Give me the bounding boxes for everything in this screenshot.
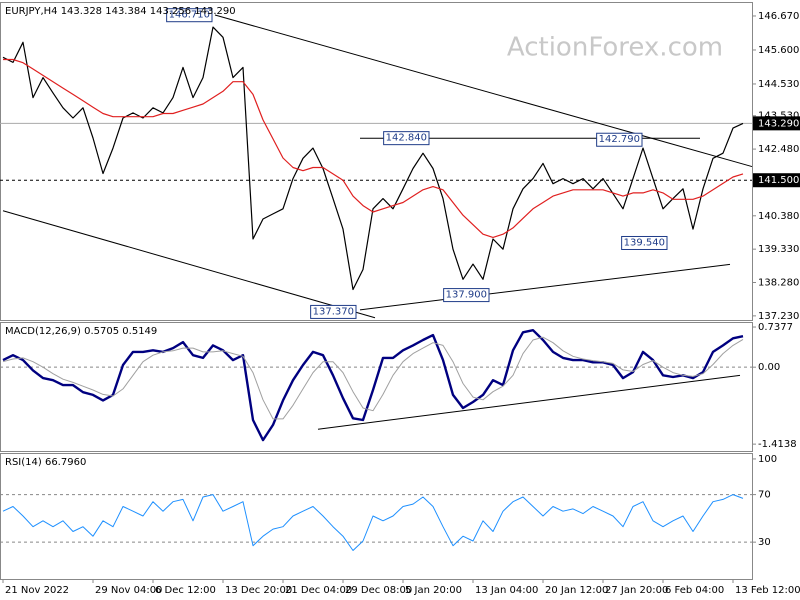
x-tick-label: 21 Dec 04:00 — [285, 585, 352, 596]
x-tick-label: 5 Jan 20:00 — [405, 585, 462, 596]
x-tick-label: 27 Jan 20:00 — [605, 585, 668, 596]
callout-label: 139.540 — [624, 237, 665, 248]
y-tick-label: -1.4138 — [758, 439, 797, 450]
callout-box — [443, 288, 490, 303]
y-tick-label: 143.530 — [758, 111, 799, 122]
price-callout: 137.370 — [310, 304, 357, 319]
trendline — [2, 210, 376, 319]
trendline — [317, 374, 741, 430]
price-callout: 142.790 — [596, 132, 643, 147]
x-tick-label: 21 Nov 2022 — [5, 585, 69, 596]
price-callout: 137.900 — [443, 288, 490, 303]
y-tick-label: 144.530 — [758, 79, 799, 90]
x-tick-label: 13 Feb 12:00 — [735, 585, 800, 596]
y-tick-label: 139.330 — [758, 244, 799, 255]
callout-label: 137.370 — [313, 306, 354, 317]
callout-box — [166, 8, 213, 23]
panel-frame — [0, 2, 753, 321]
callout-label: 137.900 — [446, 290, 487, 301]
series-line — [2, 336, 744, 420]
y-tick-label: 100 — [758, 454, 777, 465]
price-tag-box — [753, 173, 800, 188]
trendline — [359, 263, 731, 311]
y-tick-label: 0.00 — [758, 362, 780, 373]
panel-title: MACD(12,26,9) 0.5705 0.5149 — [5, 326, 157, 337]
y-tick-label: 30 — [758, 537, 771, 548]
series-line — [3, 58, 744, 238]
x-tick-label: 20 Jan 12:00 — [545, 585, 608, 596]
callout-label: 142.790 — [599, 134, 640, 145]
callout-box — [621, 235, 668, 250]
x-tick-label: 29 Dec 08:00 — [345, 585, 412, 596]
callout-label: 146.710 — [169, 10, 210, 21]
x-tick-label: 13 Dec 20:00 — [225, 585, 292, 596]
watermark: ActionForex.com — [507, 33, 723, 63]
x-tick-label: 13 Jan 04:00 — [475, 585, 538, 596]
x-tick-label: 6 Dec 12:00 — [155, 585, 216, 596]
y-tick-label: 0.7377 — [758, 322, 793, 333]
price-tag-label: 141.500 — [758, 175, 799, 186]
callout-box — [383, 131, 430, 146]
price-callout: 146.710 — [166, 8, 213, 23]
series-line — [2, 494, 744, 551]
price-callout: 139.540 — [621, 235, 668, 250]
panel-title: RSI(14) 66.7960 — [5, 457, 86, 468]
callout-box — [310, 304, 357, 319]
y-tick-label: 138.280 — [758, 278, 799, 289]
x-tick-label: 6 Feb 04:00 — [665, 585, 724, 596]
y-tick-label: 146.670 — [758, 11, 799, 22]
y-tick-label: 142.480 — [758, 144, 799, 155]
y-tick-label: 140.380 — [758, 211, 799, 222]
y-tick-label: 70 — [758, 490, 771, 501]
y-tick-label: 137.230 — [758, 311, 799, 322]
panel-frame — [0, 453, 753, 580]
price-callout: 142.840 — [383, 131, 430, 146]
price-tag-label: 143.290 — [758, 118, 799, 129]
panel-frame — [0, 322, 753, 452]
trendline — [214, 14, 753, 168]
callout-box — [596, 132, 643, 147]
callout-label: 142.840 — [386, 133, 427, 144]
panel-title: EURJPY,H4 143.328 143.384 143.256 143.29… — [5, 6, 236, 17]
series-line — [2, 329, 744, 442]
y-tick-label: 145.600 — [758, 45, 799, 56]
x-tick-label: 29 Nov 04:00 — [95, 585, 162, 596]
price-tag-box — [753, 116, 800, 131]
